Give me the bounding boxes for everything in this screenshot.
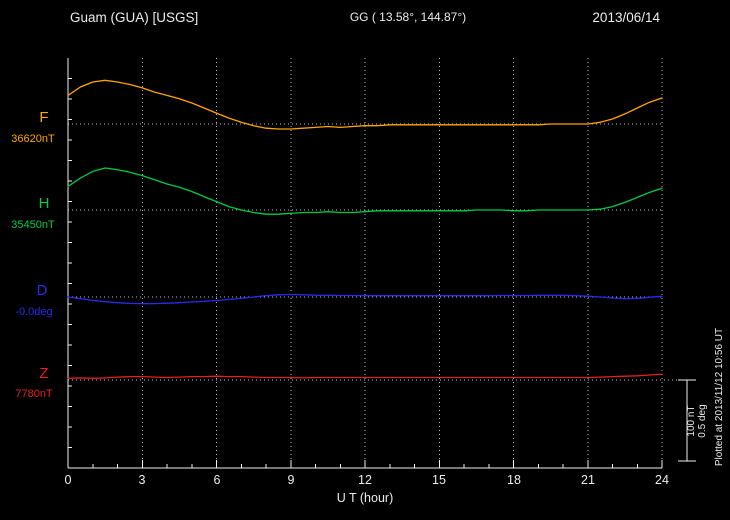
x-tick-label: 15 [432,473,446,487]
channel-H-label: H [39,195,50,212]
channel-F-baseline-value: 36620nT [11,133,55,145]
x-tick-label: 21 [581,473,595,487]
x-tick-label: 6 [214,473,221,487]
chart-layer [67,58,696,469]
channel-H-baseline-value: 35450nT [11,219,55,231]
channel-Z-label: Z [39,365,48,382]
x-tick-label: 18 [507,473,521,487]
scale-bar-deg-label: 0.5 deg [697,404,708,437]
trace-F [67,79,663,130]
plot-date: 2013/06/14 [592,10,660,25]
channel-Z-baseline-value: 7780nT [15,388,53,400]
plotted-at-note: Plotted at 2013/11/12 10:56 UT [714,328,725,466]
station-coordinates: GG ( 13.58°, 144.87°) [350,10,466,24]
trace-D [67,293,663,305]
channel-D-baseline-value: -0.0deg [15,306,52,318]
channel-F-label: F [39,109,48,126]
x-tick-label: 12 [358,473,372,487]
x-axis-title: U T (hour) [337,491,394,505]
x-tick-label: 24 [655,473,669,487]
trace-H [67,167,663,215]
x-tick-label: 0 [65,473,72,487]
trace-Z [67,373,663,379]
x-tick-label: 3 [139,473,146,487]
x-tick-label: 9 [288,473,295,487]
channel-D-label: D [37,282,48,299]
station-title: Guam (GUA) [USGS] [70,10,198,25]
scale-bar-nt-label: 100 nT [686,405,697,436]
